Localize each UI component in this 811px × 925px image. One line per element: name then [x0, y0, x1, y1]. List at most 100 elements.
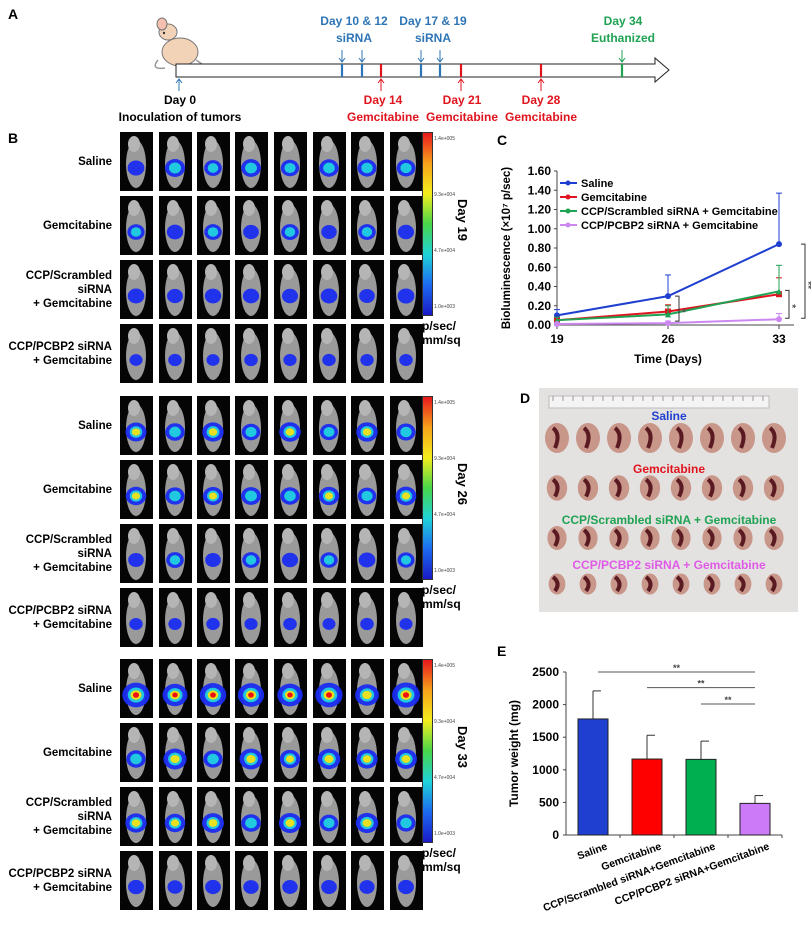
mouse-image: [235, 659, 268, 718]
x-tick-label: 19: [550, 332, 564, 346]
colorbar-unit: p/sec/mm/sq: [422, 583, 461, 611]
mouse-image: [159, 588, 192, 647]
colorbar-tick: 1.0e+003: [434, 304, 455, 310]
tumor-dark: [706, 426, 715, 449]
tumor-dark: [737, 477, 746, 498]
mouse-image: [120, 396, 153, 455]
tumor-dark: [613, 528, 622, 548]
mouse-image: [390, 851, 423, 910]
row-label: CCP/Scrambled siRNA + Gemcitabine: [25, 797, 112, 837]
data-point: [776, 241, 782, 248]
y-tick-label: 1.60: [528, 164, 552, 178]
mouse-image: [274, 260, 307, 319]
significance-label: **: [673, 663, 681, 673]
bar: [631, 758, 663, 836]
mouse-image: [313, 260, 346, 319]
mouse-image: [390, 787, 423, 846]
y-axis-label: Tumor weight (mg): [507, 700, 521, 807]
mouse-image: [390, 659, 423, 718]
colorbar-tick: 9.3e+004: [434, 719, 455, 725]
unit-line2: mm/sq: [422, 333, 461, 347]
tumor-dark: [582, 426, 591, 449]
series-3: CCP/PCBP2 siRNA + Gemcitabine: [554, 220, 782, 328]
significance-label: *: [786, 304, 797, 308]
mouse-image: [235, 723, 268, 782]
mouse-image: [235, 588, 268, 647]
significance-label: *: [676, 309, 687, 313]
y-tick-label: 2500: [532, 665, 559, 679]
mouse-image: [120, 723, 153, 782]
mouse-image: [351, 524, 384, 583]
photo-label: Gemcitabine: [633, 462, 705, 476]
tumor-dark: [737, 528, 746, 548]
colorbar: [422, 132, 433, 316]
tumor-dark: [551, 477, 560, 498]
sirna2-label: siRNA: [414, 31, 452, 45]
mouse-image: [197, 851, 230, 910]
mouse-image: [120, 588, 153, 647]
mouse-image: [313, 723, 346, 782]
legend-label: CCP/Scrambled siRNA + Gemcitabine: [581, 206, 778, 218]
bar: [739, 802, 771, 836]
mouse-image: [120, 324, 153, 383]
mouse-image: [390, 588, 423, 647]
mouse-image: [351, 787, 384, 846]
tumor-dark: [768, 477, 777, 498]
mouse-image: [390, 396, 423, 455]
mouse-image: [235, 196, 268, 255]
x-axis-label: Time (Days): [634, 352, 702, 366]
y-tick-label: 1.40: [528, 183, 552, 197]
mouse-image: [235, 851, 268, 910]
gem3-label: Gemcitabine: [504, 110, 578, 124]
day-label: Day 26: [455, 463, 470, 505]
mouse-image: [120, 260, 153, 319]
mouse-image: [274, 851, 307, 910]
legend-label: Gemcitabine: [581, 192, 647, 204]
mouse-image: [313, 196, 346, 255]
unit-line1: p/sec/: [422, 583, 457, 597]
tumor-dark: [768, 426, 777, 449]
mouse-image: [159, 460, 192, 519]
tumor-dark: [675, 528, 684, 548]
colorbar-tick: 4.7e+004: [434, 775, 455, 781]
mouse-image: [120, 524, 153, 583]
row-label: Saline: [78, 683, 112, 695]
mouse-image: [274, 324, 307, 383]
mouse-image: [159, 396, 192, 455]
legend-marker: [565, 208, 571, 214]
data-point: [776, 288, 782, 295]
tumor-dark: [737, 426, 746, 449]
mouse-image: [351, 659, 384, 718]
y-tick-label: 2000: [532, 698, 559, 712]
gem3-day: Day 28: [521, 93, 561, 107]
tumor-dark: [551, 528, 560, 548]
mouse-image: [313, 324, 346, 383]
gem1-label: Gemcitabine: [346, 110, 420, 124]
bioluminescence-line-chart: 0.00 0.20 0.40 0.60 0.80 1.00 1.20 1.40 1.60 19 26…: [501, 164, 811, 366]
mouse-image: [351, 460, 384, 519]
mouse-image: [351, 396, 384, 455]
tumor-dark: [582, 477, 591, 498]
sirna1-days: Day 10 & 12: [320, 14, 388, 28]
mouse-image: [197, 396, 230, 455]
colorbar-tick: 1.4e+005: [434, 136, 455, 142]
tumor-dark: [737, 575, 746, 593]
end-label: Euthanized: [590, 31, 656, 45]
colorbar-tick: 4.7e+004: [434, 248, 455, 254]
mouse-image: [120, 851, 153, 910]
unit-line2: mm/sq: [422, 860, 461, 874]
significance-bracket: [785, 289, 790, 319]
significance-label: **: [802, 281, 811, 289]
unit-line2: mm/sq: [422, 597, 461, 611]
row-label: CCP/PCBP2 siRNA + Gemcitabine: [8, 868, 112, 894]
row-label: CCP/PCBP2 siRNA + Gemcitabine: [8, 341, 112, 367]
data-point: [554, 321, 560, 328]
y-tick-label: 0.80: [528, 241, 552, 255]
colorbar-tick: 1.0e+003: [434, 568, 455, 574]
colorbar-tick: 9.3e+004: [434, 456, 455, 462]
x-tick-label: Saline: [576, 840, 609, 862]
x-tick-label: 26: [661, 332, 675, 346]
tumor-dark: [551, 575, 560, 593]
mouse-image: [313, 787, 346, 846]
mouse-image: [159, 787, 192, 846]
